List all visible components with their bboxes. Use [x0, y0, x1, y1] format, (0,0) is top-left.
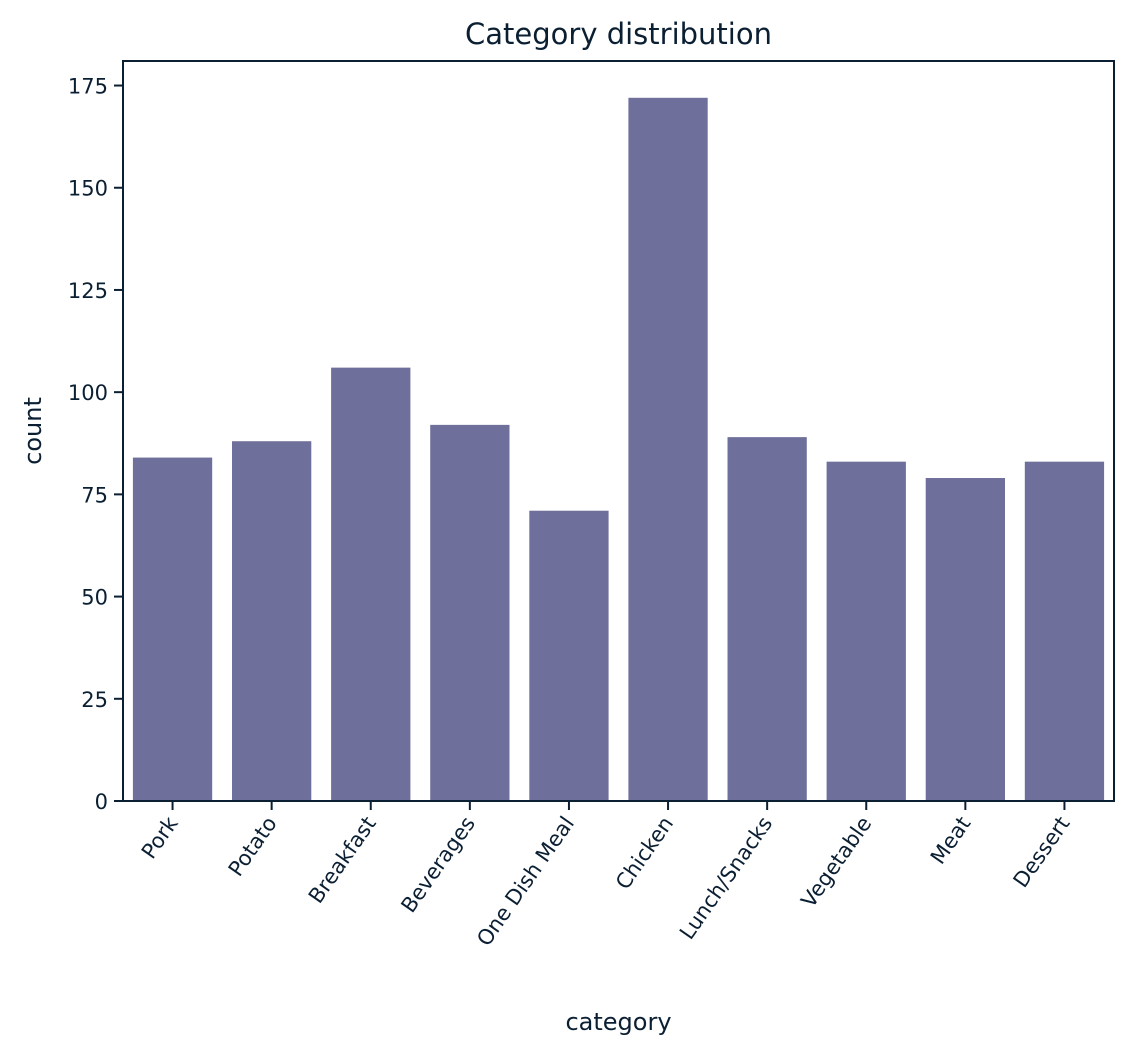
- y-tick-label: 175: [68, 75, 108, 99]
- x-tick-label: Vegetable: [796, 812, 876, 912]
- y-tick-label: 25: [81, 688, 108, 712]
- bar-beverages: [430, 424, 510, 801]
- bar-potato: [232, 441, 312, 801]
- x-tick-label: Dessert: [1009, 812, 1075, 892]
- x-tick-label: Pork: [137, 811, 183, 863]
- x-tick-label: Chicken: [611, 812, 678, 894]
- bar-breakfast: [331, 367, 411, 801]
- y-axis-ticks: 0 25 50 75 100 125 150 175: [68, 75, 123, 814]
- y-tick-label: 150: [68, 177, 108, 201]
- chart-title: Category distribution: [465, 17, 772, 51]
- bars-group: [132, 97, 1105, 801]
- bar-one-dish-meal: [529, 510, 609, 801]
- y-tick-label: 50: [81, 586, 108, 610]
- bar-chicken: [628, 97, 708, 801]
- y-tick-label: 0: [95, 790, 108, 814]
- bar-lunch-snacks: [727, 437, 807, 801]
- bar-meat: [925, 478, 1005, 801]
- x-tick-label: Breakfast: [304, 812, 381, 908]
- bar-dessert: [1024, 461, 1105, 801]
- y-axis-label: count: [19, 397, 47, 465]
- bar-pork: [132, 457, 213, 801]
- y-tick-label: 125: [68, 279, 108, 303]
- x-axis-label: category: [565, 1008, 671, 1036]
- x-tick-label: Meat: [926, 812, 976, 868]
- y-tick-label: 75: [81, 483, 108, 507]
- x-tick-label: One Dish Meal: [472, 812, 579, 950]
- plot-frame: [122, 60, 1115, 802]
- x-tick-label: Potato: [224, 812, 282, 881]
- y-tick-label: 100: [68, 381, 108, 405]
- bar-vegetable: [826, 461, 906, 801]
- x-tick-label: Lunch/Snacks: [675, 812, 777, 944]
- x-tick-label: Beverages: [396, 812, 480, 917]
